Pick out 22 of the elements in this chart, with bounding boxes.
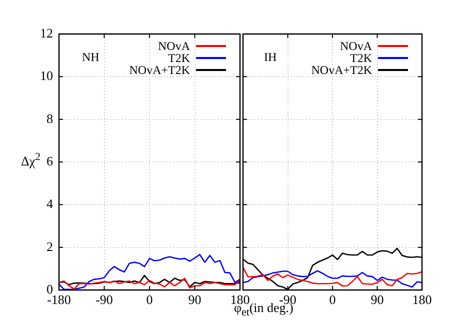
y-tick-label: 2 [46,238,53,254]
y-tick-label: 10 [40,68,53,84]
legend-label: NOvA [158,39,190,53]
x-tick-label: 0 [329,292,336,308]
y-tick-label: 4 [46,196,54,212]
y-tick-label: 12 [40,25,53,40]
x-tick-label: 0 [146,292,153,308]
y-tick-label: 0 [46,281,53,296]
legend-label: T2K [168,51,190,65]
x-tick-label: -90 [96,292,113,308]
y-tick-label: 6 [46,153,54,168]
y-tick-label: 8 [46,110,53,126]
x-tick-label: 180 [412,292,432,308]
legend-label: NOvA+T2K [311,63,372,77]
annotation: IH [264,50,277,64]
x-tick-label: 90 [188,292,202,308]
legend-label: NOvA [340,39,372,53]
x-tick-label: 90 [370,292,384,308]
legend-label: T2K [350,51,372,65]
annotation: NH [82,50,100,64]
legend-label: NOvA+T2K [129,63,190,77]
y-axis-title: Δχ$^{2}$ [21,151,41,168]
